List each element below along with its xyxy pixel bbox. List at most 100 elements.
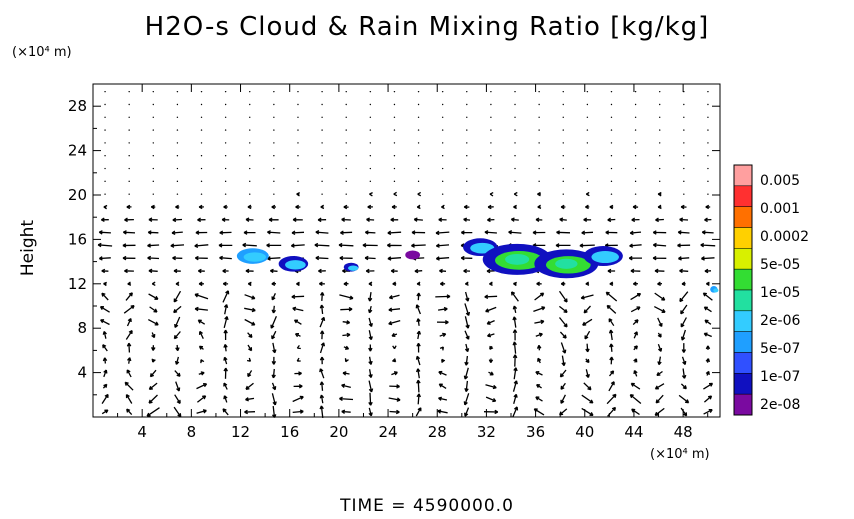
wind-vector xyxy=(460,230,473,235)
wind-vector xyxy=(416,379,421,393)
wind-vector xyxy=(339,255,353,261)
wind-dot xyxy=(176,167,179,170)
wind-vector xyxy=(319,292,325,301)
wind-vector xyxy=(703,382,714,390)
wind-dot xyxy=(176,90,179,93)
wind-vector xyxy=(198,330,204,339)
wind-vector xyxy=(196,409,207,414)
wind-vector xyxy=(657,332,662,338)
wind-vector xyxy=(416,342,421,353)
wind-vector xyxy=(101,409,109,415)
wind-dot xyxy=(683,193,685,195)
wind-vector xyxy=(151,332,156,339)
wind-dot xyxy=(538,90,540,93)
wind-vector xyxy=(512,329,518,341)
wind-vector xyxy=(147,319,159,326)
wind-dot xyxy=(321,142,323,144)
wind-dot xyxy=(707,193,709,195)
wind-dot xyxy=(321,155,323,157)
wind-vector xyxy=(607,268,616,274)
wind-dot xyxy=(224,167,227,170)
wind-dot xyxy=(128,180,130,183)
wind-dot xyxy=(393,90,396,93)
wind-vector xyxy=(388,397,401,402)
wind-dot xyxy=(152,129,154,131)
wind-vector xyxy=(293,319,302,325)
wind-dot xyxy=(417,167,420,170)
wind-dot xyxy=(634,142,637,144)
wind-vector xyxy=(245,217,254,222)
wind-vector xyxy=(513,393,518,404)
plot-frame xyxy=(92,83,721,418)
wind-dot xyxy=(345,155,347,157)
wind-vector xyxy=(367,305,373,314)
wind-dot xyxy=(683,90,685,93)
wind-dot xyxy=(683,180,685,183)
wind-dot xyxy=(345,129,347,131)
wind-vector xyxy=(246,357,252,362)
wind-vector xyxy=(534,292,545,301)
wind-dot xyxy=(200,167,203,170)
wind-vector xyxy=(367,204,373,210)
wind-vector xyxy=(368,281,373,287)
wind-vector xyxy=(103,204,108,210)
wind-vector xyxy=(581,394,594,404)
wind-dot xyxy=(586,103,589,106)
wind-dot xyxy=(369,142,372,144)
wind-vector xyxy=(560,204,566,210)
wind-dot xyxy=(490,155,492,157)
colorbar-label: 0.0002 xyxy=(760,229,809,245)
wind-vector xyxy=(700,242,716,248)
wind-vector xyxy=(244,318,256,326)
wind-vector xyxy=(102,344,108,352)
y-axis-unit: (×10⁴ m) xyxy=(12,45,72,60)
wind-vector xyxy=(464,316,470,329)
wind-vector xyxy=(415,355,421,366)
wind-vector xyxy=(364,230,376,235)
wind-vector xyxy=(628,255,643,261)
wind-vector xyxy=(559,408,568,416)
wind-dot xyxy=(683,167,685,170)
wind-vector xyxy=(657,204,662,210)
wind-vector xyxy=(463,268,471,274)
wind-vector xyxy=(174,394,181,404)
wind-dot xyxy=(104,142,106,144)
wind-dot xyxy=(249,129,251,131)
wind-vector xyxy=(632,204,639,210)
wind-vector xyxy=(581,230,594,235)
wind-dot xyxy=(369,129,372,131)
wind-vector xyxy=(197,268,205,274)
colorbar-segment xyxy=(733,206,753,228)
wind-vector xyxy=(175,281,180,286)
wind-dot xyxy=(538,103,540,106)
wind-vector xyxy=(271,281,277,286)
wind-dot xyxy=(224,142,227,144)
wind-dot xyxy=(297,116,299,119)
wind-dot xyxy=(538,167,540,170)
y-tick-label: 28 xyxy=(68,97,87,115)
wind-dot xyxy=(538,116,540,119)
wind-vector xyxy=(223,395,228,403)
wind-vector xyxy=(633,370,638,377)
wind-vector xyxy=(605,291,618,302)
wind-vector xyxy=(489,345,494,350)
wind-vector xyxy=(194,306,208,312)
wind-vector xyxy=(441,358,446,363)
wind-vector xyxy=(680,383,687,390)
wind-dot xyxy=(273,142,275,144)
wind-vector xyxy=(535,396,543,402)
wind-vector xyxy=(678,394,690,404)
wind-vector xyxy=(148,268,158,274)
wind-vector xyxy=(414,268,423,274)
wind-vector xyxy=(319,316,326,328)
wind-vector xyxy=(485,306,497,313)
wind-dot xyxy=(683,103,685,106)
wind-dot xyxy=(393,142,396,144)
wind-vector xyxy=(292,395,304,403)
wind-vector xyxy=(559,369,567,378)
wind-dot xyxy=(297,90,299,93)
wind-vector xyxy=(537,357,542,364)
wind-vector xyxy=(633,345,638,351)
wind-dot xyxy=(297,103,299,106)
wind-vector xyxy=(318,281,325,287)
